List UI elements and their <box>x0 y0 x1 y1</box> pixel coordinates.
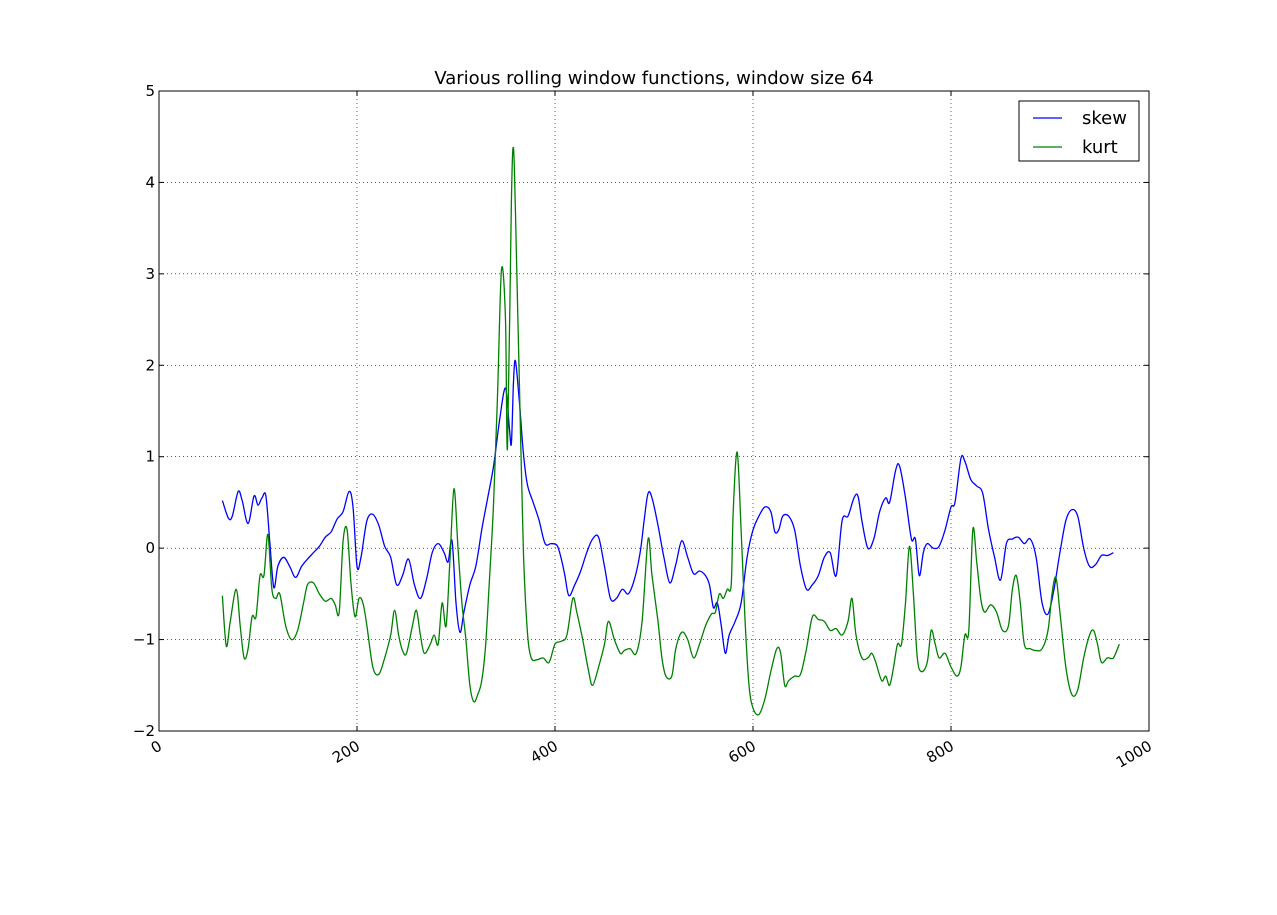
legend-label-kurt: kurt <box>1082 137 1118 158</box>
legend: skew kurt <box>1018 100 1140 162</box>
y-tick-label: 0 <box>145 539 155 557</box>
y-tick-label: 4 <box>145 173 155 191</box>
y-tick-label: 1 <box>145 448 155 466</box>
plot-frame <box>158 90 1150 732</box>
legend-label-skew: skew <box>1082 108 1127 129</box>
y-tick-label: 5 <box>145 82 155 100</box>
series-layer <box>221 146 1120 716</box>
y-tick-label: 2 <box>145 356 155 374</box>
y-tick-label: −1 <box>133 631 155 649</box>
grid <box>159 91 1149 731</box>
y-tick-label: −2 <box>133 722 155 740</box>
series-line-skew <box>221 359 1114 654</box>
y-tick-label: 3 <box>145 265 155 283</box>
chart-title: Various rolling window functions, window… <box>434 68 873 89</box>
series-line-kurt <box>221 146 1120 716</box>
legend-box <box>1018 100 1140 162</box>
